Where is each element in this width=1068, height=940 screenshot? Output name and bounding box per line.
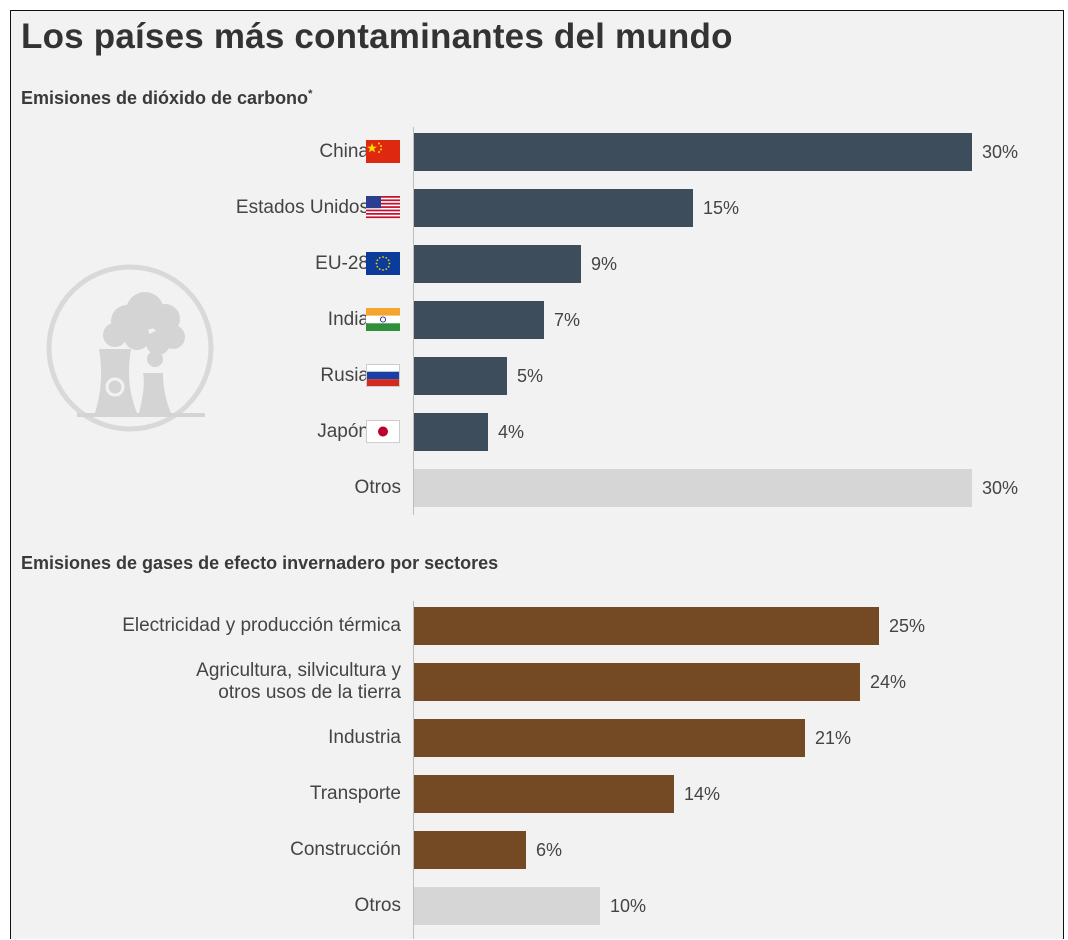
co2-japon-value-label: 4% xyxy=(498,422,525,442)
co2-chart-title: Emisiones de dióxido de carbono xyxy=(21,88,309,108)
sector-electricidad-y-produccion-termica-value-label: 25% xyxy=(889,616,926,636)
infographic-frame: Los países más contaminantes del mundo E… xyxy=(10,10,1064,939)
co2-eu-28-bar xyxy=(414,245,581,283)
sector-industria-bar xyxy=(414,719,805,757)
sector-construccion-bar xyxy=(414,831,526,869)
sector-electricidad-y-produccion-termica-bar xyxy=(414,607,879,645)
co2-otros-bar xyxy=(414,469,972,507)
india-flag-icon xyxy=(366,308,400,331)
sector-axis-line xyxy=(413,601,414,939)
co2-china-bar xyxy=(414,133,972,171)
page-title: Los países más contaminantes del mundo xyxy=(21,17,733,56)
co2-title-marker: * xyxy=(308,88,313,100)
co2-estados-unidos-label: Estados Unidos xyxy=(235,197,369,218)
co2-axis-line xyxy=(413,127,414,515)
co2-eu-28-value-label: 9% xyxy=(591,254,618,274)
co2-otros-label: Otros xyxy=(354,477,401,498)
co2-estados-unidos-bar xyxy=(414,189,693,227)
usa-flag-icon xyxy=(366,196,400,219)
co2-estados-unidos-value-label: 15% xyxy=(703,198,740,218)
sector-chart-subtitle: Emisiones de gases de efecto invernadero… xyxy=(21,553,499,573)
co2-japon-label: Japón xyxy=(317,421,369,442)
sector-industria-value-label: 21% xyxy=(815,728,852,748)
sector-agricultura-silvicultura-y-bar xyxy=(414,663,860,701)
eu-flag-icon xyxy=(366,252,400,275)
sector-construccion-value-label: 6% xyxy=(536,840,563,860)
co2-china-value-label: 30% xyxy=(982,142,1019,162)
sector-otros-label: Otros xyxy=(354,895,401,916)
sector-transporte-bar xyxy=(414,775,674,813)
sector-otros-value-label: 10% xyxy=(610,896,647,916)
co2-rusia-bar xyxy=(414,357,507,395)
co2-rusia-label: Rusia xyxy=(320,365,369,386)
china-flag-icon xyxy=(366,140,400,163)
co2-india-value-label: 7% xyxy=(554,310,581,330)
sector-agricultura-silvicultura-y-label: Agricultura, silvicultura y otros usos de… xyxy=(196,660,401,703)
factory-pollution-icon xyxy=(45,263,215,438)
sector-agricultura-silvicultura-y-value-label: 24% xyxy=(870,672,907,692)
co2-india-bar xyxy=(414,301,544,339)
sector-industria-label: Industria xyxy=(328,727,401,748)
sector-electricidad-y-produccion-termica-label: Electricidad y producción térmica xyxy=(122,615,401,636)
sector-transporte-label: Transporte xyxy=(309,783,401,804)
co2-rusia-value-label: 5% xyxy=(517,366,544,386)
co2-india-label: India xyxy=(327,309,369,330)
sector-otros-bar xyxy=(414,887,600,925)
japan-flag-icon xyxy=(366,420,400,443)
sector-construccion-label: Construcción xyxy=(290,839,401,860)
sector-transporte-value-label: 14% xyxy=(684,784,721,804)
co2-otros-value-label: 30% xyxy=(982,478,1019,498)
co2-china-label: China xyxy=(319,141,369,162)
russia-flag-icon xyxy=(366,364,400,387)
co2-japon-bar xyxy=(414,413,488,451)
co2-chart-subtitle: Emisiones de dióxido de carbono* xyxy=(21,88,312,109)
co2-eu-28-label: EU-28 xyxy=(315,253,369,274)
